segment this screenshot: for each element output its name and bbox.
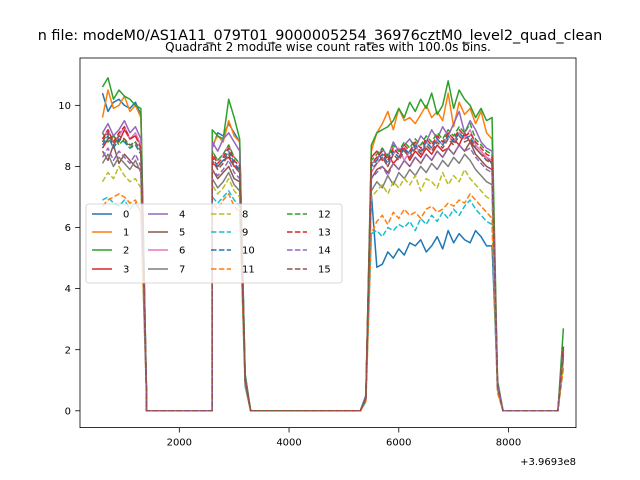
y-tick-label: 10 <box>58 101 71 112</box>
legend-label-6: 6 <box>179 246 185 257</box>
legend-label-1: 1 <box>123 228 129 239</box>
legend-label-12: 12 <box>318 210 331 221</box>
y-tick-label: 0 <box>65 406 71 417</box>
legend-label-14: 14 <box>318 246 331 257</box>
x-tick-label: 8000 <box>496 438 521 449</box>
x-tick-label: 4000 <box>276 438 301 449</box>
plot-lines <box>101 77 565 412</box>
legend-label-13: 13 <box>318 228 331 239</box>
legend-label-15: 15 <box>318 265 331 276</box>
legend-label-3: 3 <box>123 265 129 276</box>
y-tick-label: 2 <box>65 345 71 356</box>
chart-title: Quadrant 2 module wise count rates with … <box>165 40 491 54</box>
x-tick-label: 6000 <box>386 438 411 449</box>
legend-label-11: 11 <box>242 265 255 276</box>
y-tick-label: 4 <box>65 284 71 295</box>
legend-label-9: 9 <box>242 228 248 239</box>
figure-suptitle: n file: modeM0/AS1A11_079T01_9000005254_… <box>38 28 603 44</box>
legend-label-7: 7 <box>179 265 185 276</box>
y-tick-label: 8 <box>65 162 71 173</box>
legend-label-4: 4 <box>179 210 185 221</box>
x-tick-label: 2000 <box>167 438 192 449</box>
x-axis-offset-label: +3.9693e8 <box>520 457 576 468</box>
series-line-14 <box>101 144 565 412</box>
x-axis: 2000 4000 6000 8000 <box>167 427 521 449</box>
legend-label-2: 2 <box>123 246 129 257</box>
y-tick-label: 6 <box>65 223 71 234</box>
y-axis: 0 2 4 6 8 10 <box>58 101 80 417</box>
legend-label-10: 10 <box>242 246 255 257</box>
legend-label-8: 8 <box>242 210 248 221</box>
series-line-11 <box>101 193 565 412</box>
plot-area-frame <box>79 57 577 429</box>
legend-frame <box>85 203 343 284</box>
legend-label-0: 0 <box>123 210 129 221</box>
legend-label-5: 5 <box>179 228 185 239</box>
